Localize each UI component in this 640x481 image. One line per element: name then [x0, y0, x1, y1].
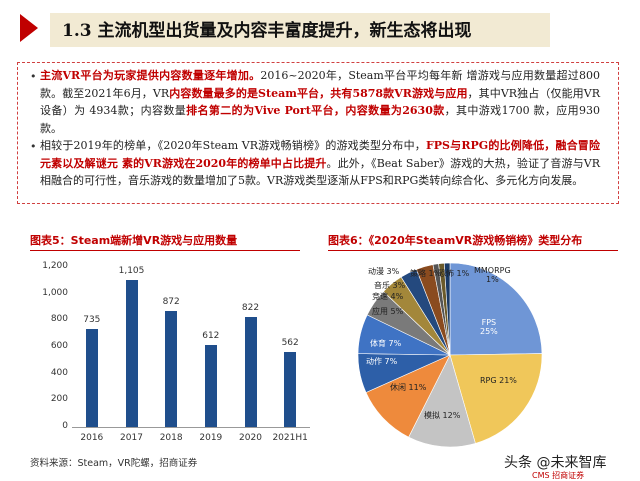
pie-slice-label: MMORPG 1% [474, 266, 511, 284]
x-axis-line [72, 427, 310, 428]
bullet1-lead: 主流VR平台为玩家提供内容数量逐年增加。 [40, 69, 261, 82]
header-band [50, 13, 550, 47]
x-tick-label: 2017 [120, 433, 143, 443]
bar [284, 352, 297, 427]
bullet1-highlight1: 内容数量最多的是Steam平台，共有5878款VR游戏与应用 [169, 86, 468, 100]
watermark-logo: CMS 招商证券 [532, 471, 585, 480]
pie-slice-label: 恐怖 1% [438, 269, 470, 278]
source-note: 资料来源：Steam，VR陀螺，招商证券 [30, 458, 198, 469]
bullet2-text1: 相较于2019年的榜单，《2020年Steam VR游戏畅销榜》的游戏类型分布中… [40, 139, 426, 152]
y-tick-label: 400 [50, 367, 68, 378]
page-title: 1.3 主流机型出货量及内容丰富度提升，新生态将出现 [62, 21, 472, 41]
bar-chart-title: 图表5：Steam端新增VR游戏与应用数量 [30, 234, 238, 247]
pie-slice-label: 模拟 12% [424, 411, 461, 420]
bar [85, 329, 98, 427]
bar-value-label: 1,105 [118, 265, 145, 276]
pie-slice-label: 竞速 4% [372, 292, 404, 301]
pie-slice [400, 268, 451, 356]
pie-chart-title: 图表6：《2020年SteamVR游戏畅销榜》类型分布 [328, 234, 583, 247]
pie-chart-title-rule [328, 250, 618, 251]
bar-value-label: 562 [281, 338, 299, 349]
summary-box [17, 62, 619, 204]
bullet1-text1: 2016~2020年，Steam平台平均每年新 增游戏与应用数量超过800款。截… [40, 69, 600, 100]
x-tick-label: 2016 [80, 433, 104, 443]
bullet1-text3: ，其中游戏1700 款，应用930款。 [40, 104, 600, 135]
bar-value-label: 822 [241, 303, 260, 314]
pie-slice-label: 策略 1% [410, 269, 442, 278]
y-tick-label: 1,200 [42, 261, 68, 271]
pie-slice-label: 动作 7% [366, 357, 398, 366]
pie-slice-label: 应用 5% [372, 307, 404, 316]
x-tick-label: 2019 [199, 433, 223, 443]
bar [244, 317, 257, 427]
bullet-dot-icon: • [30, 140, 37, 153]
x-tick-label: 2018 [159, 433, 183, 443]
bar-value-label: 735 [83, 315, 101, 325]
bar [165, 310, 178, 427]
y-tick-label: 200 [50, 394, 68, 405]
pie-slice [408, 354, 476, 448]
pie-slice [449, 353, 543, 444]
x-tick-label: 2020 [239, 433, 262, 443]
bullet2-text2: 。此外，《Beat Saber》游戏的大热，验证了音游与VR相融合的可行性，音乐… [40, 156, 601, 188]
bullet2-highlight1: FPS与RPG的比例降低，融合冒险元素以及解谜元 素的VR游戏在2020年的榜单… [40, 139, 600, 170]
header-triangle-icon [20, 14, 38, 42]
bar [204, 345, 217, 427]
pie-slice-label: 音乐 3% [374, 281, 406, 290]
bar-value-label: 872 [162, 296, 180, 307]
pie-slice-label: 动漫 3% [368, 267, 400, 276]
x-tick-label: 2021H1 [272, 433, 308, 443]
y-tick-label: 0 [62, 421, 68, 431]
bullet-paragraph-2: 相较于2019年的榜单，《2020年Steam VR游戏畅销榜》的游戏类型分布中… [40, 137, 600, 190]
bar [125, 279, 138, 427]
bullet-dot-icon: • [30, 70, 37, 83]
pie-slice-label: RPG 21% [480, 376, 517, 385]
bar-value-label: 612 [202, 331, 220, 342]
pie-slice-label: FPS 25% [480, 318, 498, 336]
bar-chart-title-rule [30, 250, 300, 251]
pie-slice-label: 休闲 11% [390, 383, 427, 392]
y-tick-label: 600 [50, 341, 68, 351]
pie-slice-label: 体育 7% [370, 339, 402, 348]
pie-slice [365, 354, 451, 438]
watermark-text: 头条 @未来智库 [504, 455, 607, 471]
bullet1-text2: ，其中VR独占（仅能用VR设备）为 4934款；内容数量 [40, 86, 601, 118]
y-tick-label: 800 [50, 314, 68, 325]
bullet-paragraph-1: 主流VR平台为玩家提供内容数量逐年增加。2016~2020年，Steam平台平均… [40, 67, 600, 137]
y-tick-label: 1,000 [42, 287, 68, 298]
bullet1-highlight2: 排名第二的为Vive Port平台，内容数量为2630款 [186, 104, 445, 117]
